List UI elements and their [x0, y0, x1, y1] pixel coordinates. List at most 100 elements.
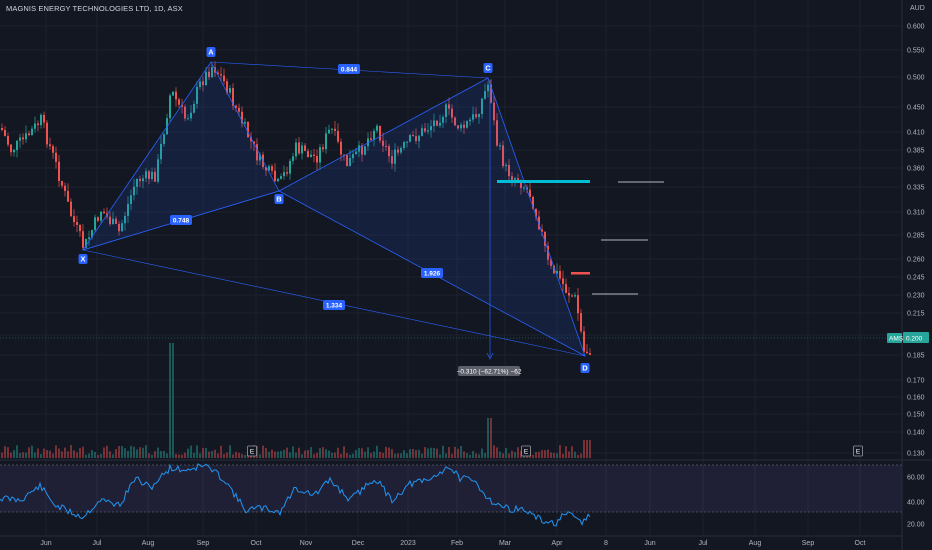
price-tick: 0.410 — [907, 130, 925, 137]
candle — [238, 107, 240, 112]
pattern-point-label[interactable] — [274, 194, 284, 204]
candle — [475, 114, 477, 118]
candle — [157, 159, 159, 182]
candle — [580, 313, 582, 332]
candle — [133, 186, 135, 196]
candle — [562, 278, 564, 285]
candle — [241, 111, 243, 124]
ratio-label[interactable] — [421, 268, 443, 278]
candle — [19, 137, 21, 141]
pattern-point-text: B — [276, 195, 282, 204]
candle — [115, 218, 117, 224]
candle — [103, 211, 105, 214]
candle — [64, 185, 66, 192]
ratio-label[interactable] — [323, 300, 345, 310]
pattern-point-text: X — [80, 255, 85, 264]
candle — [577, 295, 579, 314]
xabcd-pattern[interactable]: X A B C D 0.748 0.844 1.926 1.334 −0.310 (−62.71%… — [78, 47, 590, 376]
candle — [544, 231, 546, 246]
ratio-text: 0.748 — [173, 218, 190, 225]
candle — [523, 187, 525, 189]
price-tick: 0.150 — [907, 412, 925, 419]
candle — [361, 145, 363, 155]
time-axis[interactable]: Jun Jul Aug Sep Oct Nov Dec 2023 Feb Mar Apr 8 Jun Ju… — [0, 535, 902, 547]
pattern-point-label[interactable] — [206, 47, 216, 57]
candle — [145, 171, 147, 179]
candle — [424, 128, 426, 132]
candle — [61, 180, 63, 186]
candle — [139, 178, 141, 182]
candle — [247, 121, 249, 138]
candle — [34, 123, 36, 129]
candle — [1, 128, 3, 131]
candle — [58, 161, 60, 181]
candle — [346, 154, 348, 167]
candle — [16, 140, 18, 151]
rsi-tick: 40.00 — [907, 500, 925, 507]
price-axis[interactable]: AUD 0.600 0.550 0.500 0.450 0.410 0.385 0.360 0.… — [887, 0, 929, 550]
candle — [178, 99, 180, 105]
candle — [307, 151, 309, 158]
candle — [556, 271, 558, 274]
candle — [109, 216, 111, 225]
price-tick: 0.245 — [907, 275, 925, 282]
ratio-label[interactable] — [338, 64, 360, 74]
price-tick: 0.160 — [907, 395, 925, 402]
price-tick: 0.335 — [907, 185, 925, 192]
candle — [274, 170, 276, 182]
pattern-point-label[interactable] — [483, 63, 493, 73]
candle — [289, 160, 291, 174]
last-price-text: 0.200 — [906, 336, 923, 343]
measure-label[interactable] — [458, 366, 520, 376]
time-tick: Sep — [802, 540, 815, 547]
candle — [358, 145, 360, 152]
candle — [574, 295, 576, 297]
candle — [445, 104, 447, 118]
chart-grid — [0, 0, 902, 536]
candle — [88, 237, 90, 239]
candle — [73, 216, 75, 223]
candle — [295, 142, 297, 157]
candle — [22, 137, 24, 140]
candle — [49, 144, 51, 147]
earnings-marker-text: E — [250, 449, 255, 456]
symbol-tag-text: AMS — [889, 336, 904, 343]
time-tick: Mar — [499, 540, 512, 547]
candle — [52, 146, 54, 153]
candle — [130, 195, 132, 204]
stop-level[interactable] — [571, 272, 590, 275]
candle — [385, 145, 387, 147]
candle — [532, 196, 534, 209]
target-level-1[interactable] — [497, 180, 590, 183]
pattern-point-label[interactable] — [580, 363, 590, 373]
pattern-point-label[interactable] — [78, 254, 88, 264]
pattern-point-text: A — [208, 48, 214, 57]
candle — [337, 130, 339, 142]
candle — [172, 91, 174, 96]
time-tick: Jun — [644, 540, 655, 547]
candle — [184, 106, 186, 119]
candle — [511, 176, 513, 180]
candle — [10, 144, 12, 153]
candle — [28, 133, 30, 136]
candle — [382, 140, 384, 146]
candle — [70, 201, 72, 217]
candle — [322, 147, 324, 150]
rsi-line — [0, 462, 591, 527]
candle — [199, 81, 201, 88]
candle — [472, 114, 474, 120]
candle — [85, 238, 87, 248]
ratio-label[interactable] — [170, 215, 192, 225]
earnings-marker[interactable] — [247, 445, 257, 457]
symbol-tag — [887, 333, 902, 343]
price-tick: 0.600 — [907, 24, 925, 31]
earnings-marker[interactable] — [853, 445, 863, 457]
earnings-marker[interactable] — [521, 445, 531, 457]
rsi-panel[interactable] — [0, 459, 932, 527]
candle — [355, 151, 357, 155]
candle — [304, 145, 306, 152]
candle — [436, 120, 438, 126]
target-levels[interactable] — [497, 180, 664, 295]
